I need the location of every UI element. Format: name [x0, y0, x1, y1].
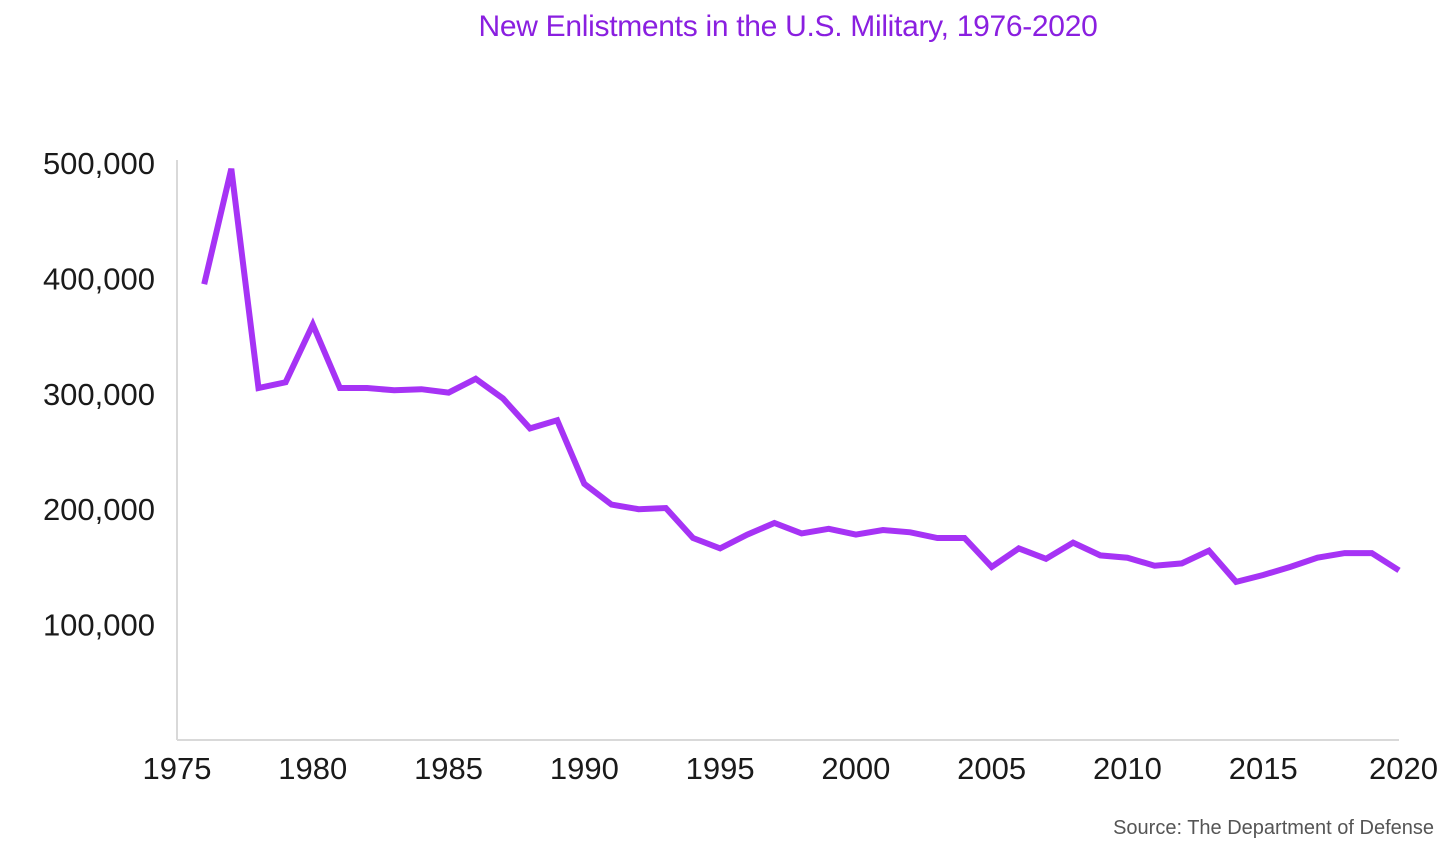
x-tick-label: 2000: [821, 751, 890, 786]
x-tick-label: 2015: [1229, 751, 1298, 786]
y-axis-ticks: 100,000 200,000 300,000 400,000 500,000: [43, 146, 155, 643]
y-tick-label: 400,000: [43, 261, 155, 296]
y-tick-label: 300,000: [43, 377, 155, 412]
series-layer: [201, 168, 1401, 586]
x-tick-label: 1980: [278, 751, 347, 786]
x-tick-label: 1985: [414, 751, 483, 786]
y-tick-label: 500,000: [43, 146, 155, 181]
series-line: [201, 168, 1401, 586]
y-tick-label: 100,000: [43, 608, 155, 643]
source-note: Source: The Department of Defense: [1113, 817, 1434, 839]
x-tick-label: 2005: [957, 751, 1026, 786]
chart-title: New Enlistments in the U.S. Military, 19…: [478, 10, 1098, 43]
x-tick-label: 1990: [550, 751, 619, 786]
x-tick-label: 2010: [1093, 751, 1162, 786]
x-tick-label: 2020: [1369, 751, 1438, 786]
x-tick-label: 1995: [686, 751, 755, 786]
x-axis-ticks: 1975 1980 1985 1990 1995 2000 2005 2010 2015 2020: [143, 751, 1438, 786]
x-tick-label: 1975: [143, 751, 212, 786]
y-tick-label: 200,000: [43, 492, 155, 527]
